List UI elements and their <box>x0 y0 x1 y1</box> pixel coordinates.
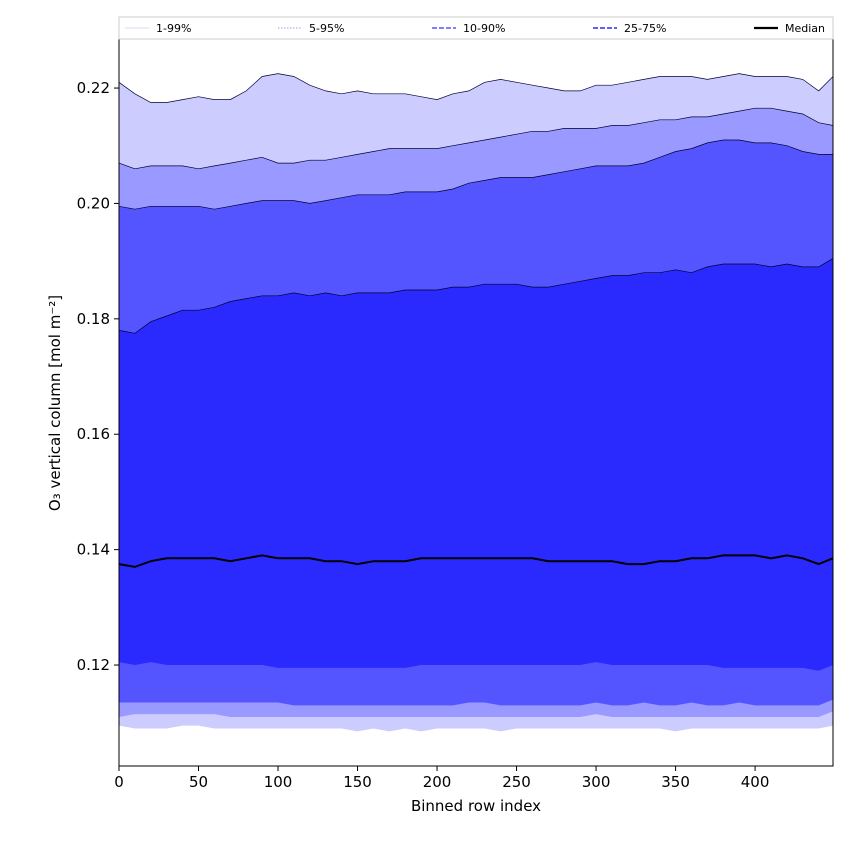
x-axis-label: Binned row index <box>411 797 541 815</box>
legend-items: 1-99% 5-95% 10-90% 25-75% Median <box>125 22 825 35</box>
legend: 1-99% 5-95% 10-90% 25-75% Median <box>118 16 834 40</box>
x-tick-label: 100 <box>264 773 293 791</box>
legend-label: 5-95% <box>309 22 344 35</box>
band-10-90--upper-edge <box>118 139 833 210</box>
y-axis: 0.12 0.14 0.16 0.18 0.20 0.22 <box>77 79 119 674</box>
y-tick-label: 0.20 <box>77 194 110 212</box>
x-tick-label: 250 <box>502 773 531 791</box>
x-tick-label: 350 <box>661 773 690 791</box>
band-25-75--upper-edge <box>118 258 834 334</box>
x-tick-label: 200 <box>423 773 452 791</box>
y-tick-label: 0.12 <box>77 656 110 674</box>
band-5-95--upper-edge <box>118 107 834 170</box>
y-tick-label: 0.16 <box>77 425 110 443</box>
y-tick-label: 0.22 <box>77 79 110 97</box>
median-line <box>118 554 834 568</box>
median-layer <box>118 554 834 568</box>
bands-layer <box>118 73 834 732</box>
legend-label: 25-75% <box>624 22 666 35</box>
legend-label: 10-90% <box>463 22 505 35</box>
band-25-75- <box>119 258 833 671</box>
x-tick-label: 300 <box>582 773 611 791</box>
x-tick-label: 400 <box>741 773 770 791</box>
y-axis-label: O₃ vertical column [mol m⁻²] <box>46 295 64 511</box>
x-tick-label: 50 <box>189 773 208 791</box>
x-tick-label: 150 <box>343 773 372 791</box>
legend-label: Median <box>785 22 825 35</box>
legend-label: 1-99% <box>156 22 191 35</box>
legend-box <box>118 16 834 40</box>
x-tick-label: 0 <box>114 773 124 791</box>
x-axis: 0 50 100 150 200 250 300 350 400 <box>114 766 769 791</box>
y-tick-label: 0.18 <box>77 310 110 328</box>
band-1-99--upper-edge <box>118 73 834 103</box>
y-tick-label: 0.14 <box>77 541 110 559</box>
